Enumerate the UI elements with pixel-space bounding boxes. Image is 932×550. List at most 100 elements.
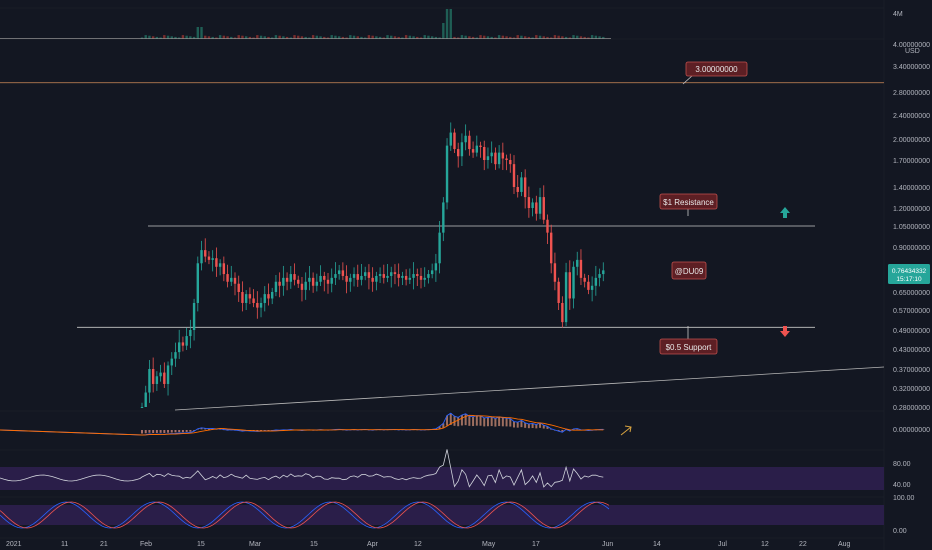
candle[interactable] [360,275,363,280]
candle[interactable] [527,197,531,208]
candle[interactable] [282,277,285,286]
trendline[interactable] [174,366,885,411]
candle[interactable] [501,152,505,159]
candle[interactable] [457,149,460,157]
candle[interactable] [412,274,415,278]
candle[interactable] [230,277,233,282]
candle[interactable] [330,277,333,284]
candle[interactable] [553,263,557,282]
support-callout[interactable]: $0.5 Support [659,326,718,355]
candle[interactable] [378,274,382,276]
candle[interactable] [218,263,222,267]
candle[interactable] [475,145,478,153]
candle[interactable] [256,302,259,308]
candle[interactable] [263,294,266,303]
candle[interactable] [367,272,371,278]
candle[interactable] [550,232,553,264]
candle[interactable] [271,292,274,299]
candle[interactable] [490,152,493,157]
candle[interactable] [297,279,300,284]
candle[interactable] [308,277,311,282]
author-callout[interactable]: @DU09 [671,261,707,280]
candle[interactable] [371,277,374,282]
candle[interactable] [449,132,452,146]
candle[interactable] [364,272,367,276]
candle[interactable] [192,302,196,330]
candle[interactable] [590,285,594,290]
candle[interactable] [401,275,404,278]
candle[interactable] [174,352,177,359]
candle[interactable] [334,274,337,278]
candle[interactable] [319,275,322,282]
candle[interactable] [602,270,605,275]
candle[interactable] [222,263,226,275]
candle[interactable] [523,177,527,198]
candle[interactable] [408,277,412,280]
candle[interactable] [468,135,471,150]
candle[interactable] [151,369,155,384]
candle[interactable] [587,281,590,290]
candle[interactable] [148,369,151,393]
candle[interactable] [564,272,568,323]
candle[interactable] [416,274,419,276]
candle[interactable] [341,270,345,276]
candle[interactable] [445,145,449,203]
candle[interactable] [207,256,211,260]
candle[interactable] [226,274,229,282]
candle[interactable] [285,277,289,282]
price-axis[interactable]: 4M USD 4.00000000 3.40000000 2.80000000 … [893,11,930,535]
candle[interactable] [323,275,326,280]
candle[interactable] [382,274,385,278]
candle[interactable] [430,270,434,275]
candle[interactable] [233,277,237,284]
candle[interactable] [486,156,490,160]
candle[interactable] [442,202,445,233]
candle[interactable] [155,376,159,384]
candle[interactable] [349,277,352,282]
candle[interactable] [535,202,538,214]
candle[interactable] [200,250,203,264]
candle[interactable] [278,281,281,286]
time-axis[interactable]: 2021 11 21 Feb 15 Mar 15 Apr 12 May 17 J… [6,541,851,548]
candle[interactable] [397,274,400,278]
candle[interactable] [546,219,549,233]
candle[interactable] [244,294,248,303]
candle[interactable] [427,274,430,278]
candle[interactable] [252,298,255,303]
candle[interactable] [390,272,393,276]
target-callout[interactable]: 3.00000000 [682,61,748,85]
candle[interactable] [520,177,523,192]
candle[interactable] [572,266,575,299]
candle[interactable] [144,392,147,407]
candle[interactable] [494,152,497,165]
candle[interactable] [583,277,586,282]
candle[interactable] [352,274,356,278]
candle[interactable] [315,281,319,286]
candle[interactable] [538,197,542,214]
candle[interactable] [497,152,501,165]
candle[interactable] [304,281,307,290]
candle[interactable] [237,283,240,292]
candle[interactable] [386,275,389,278]
resistance-callout[interactable]: $1 Resistance [659,193,718,216]
candle[interactable] [178,342,181,353]
candle[interactable] [434,263,438,271]
candle[interactable] [594,277,598,286]
candle[interactable] [289,274,292,282]
candle[interactable] [516,187,519,192]
candle[interactable] [512,164,516,187]
candle[interactable] [471,149,475,153]
candle[interactable] [204,250,207,257]
candle[interactable] [311,277,315,286]
candle[interactable] [337,270,341,275]
candle[interactable] [576,259,579,267]
candle[interactable] [163,372,166,384]
candle[interactable] [345,275,348,282]
candle[interactable] [453,132,456,150]
candle[interactable] [568,272,571,299]
candle[interactable] [356,274,359,280]
candle[interactable] [159,372,162,377]
candle[interactable] [166,365,170,384]
candle[interactable] [438,232,441,264]
